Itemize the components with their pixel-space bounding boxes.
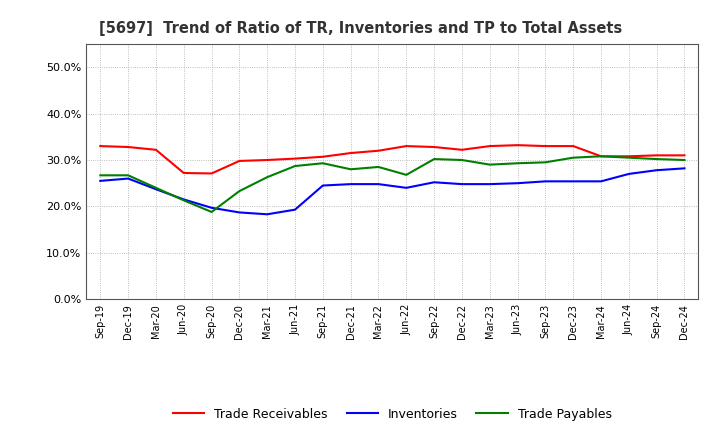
- Trade Receivables: [458, 147, 467, 152]
- Trade Payables: [179, 198, 188, 203]
- Trade Payables: [485, 162, 494, 167]
- Inventories: [680, 166, 689, 171]
- Legend: Trade Receivables, Inventories, Trade Payables: Trade Receivables, Inventories, Trade Pa…: [168, 403, 617, 425]
- Inventories: [152, 187, 161, 192]
- Inventories: [179, 197, 188, 202]
- Trade Receivables: [291, 156, 300, 161]
- Inventories: [402, 185, 410, 191]
- Trade Receivables: [374, 148, 383, 154]
- Trade Receivables: [513, 143, 522, 148]
- Line: Trade Payables: Trade Payables: [100, 156, 685, 212]
- Trade Receivables: [152, 147, 161, 152]
- Line: Inventories: Inventories: [100, 169, 685, 214]
- Trade Receivables: [179, 170, 188, 176]
- Inventories: [235, 210, 243, 215]
- Trade Receivables: [652, 153, 661, 158]
- Inventories: [597, 179, 606, 184]
- Inventories: [124, 176, 132, 181]
- Trade Receivables: [597, 154, 606, 159]
- Inventories: [430, 180, 438, 185]
- Inventories: [569, 179, 577, 184]
- Trade Payables: [207, 209, 216, 215]
- Trade Payables: [652, 157, 661, 162]
- Trade Payables: [541, 160, 550, 165]
- Trade Payables: [513, 161, 522, 166]
- Inventories: [346, 181, 355, 187]
- Trade Receivables: [624, 154, 633, 159]
- Trade Receivables: [124, 144, 132, 150]
- Inventories: [207, 205, 216, 210]
- Text: [5697]  Trend of Ratio of TR, Inventories and TP to Total Assets: [5697] Trend of Ratio of TR, Inventories…: [99, 21, 622, 36]
- Trade Payables: [680, 158, 689, 163]
- Trade Payables: [263, 175, 271, 180]
- Trade Payables: [346, 167, 355, 172]
- Trade Receivables: [96, 143, 104, 149]
- Trade Payables: [597, 154, 606, 159]
- Trade Receivables: [541, 143, 550, 149]
- Trade Payables: [569, 155, 577, 160]
- Trade Receivables: [318, 154, 327, 159]
- Trade Payables: [235, 188, 243, 194]
- Trade Payables: [124, 172, 132, 178]
- Trade Receivables: [569, 143, 577, 149]
- Trade Payables: [96, 172, 104, 178]
- Trade Payables: [318, 161, 327, 166]
- Trade Receivables: [235, 158, 243, 164]
- Inventories: [624, 171, 633, 176]
- Trade Payables: [291, 163, 300, 169]
- Trade Payables: [624, 155, 633, 160]
- Trade Receivables: [207, 171, 216, 176]
- Inventories: [374, 181, 383, 187]
- Inventories: [318, 183, 327, 188]
- Inventories: [652, 168, 661, 173]
- Inventories: [485, 181, 494, 187]
- Line: Trade Receivables: Trade Receivables: [100, 145, 685, 173]
- Trade Receivables: [263, 158, 271, 163]
- Trade Receivables: [402, 143, 410, 149]
- Trade Payables: [458, 158, 467, 163]
- Inventories: [291, 207, 300, 212]
- Trade Receivables: [680, 153, 689, 158]
- Inventories: [541, 179, 550, 184]
- Inventories: [458, 181, 467, 187]
- Trade Receivables: [346, 150, 355, 156]
- Trade Receivables: [430, 144, 438, 150]
- Trade Receivables: [485, 143, 494, 149]
- Trade Payables: [374, 164, 383, 169]
- Inventories: [96, 178, 104, 183]
- Trade Payables: [430, 157, 438, 162]
- Trade Payables: [402, 172, 410, 177]
- Inventories: [513, 180, 522, 186]
- Inventories: [263, 212, 271, 217]
- Trade Payables: [152, 185, 161, 191]
